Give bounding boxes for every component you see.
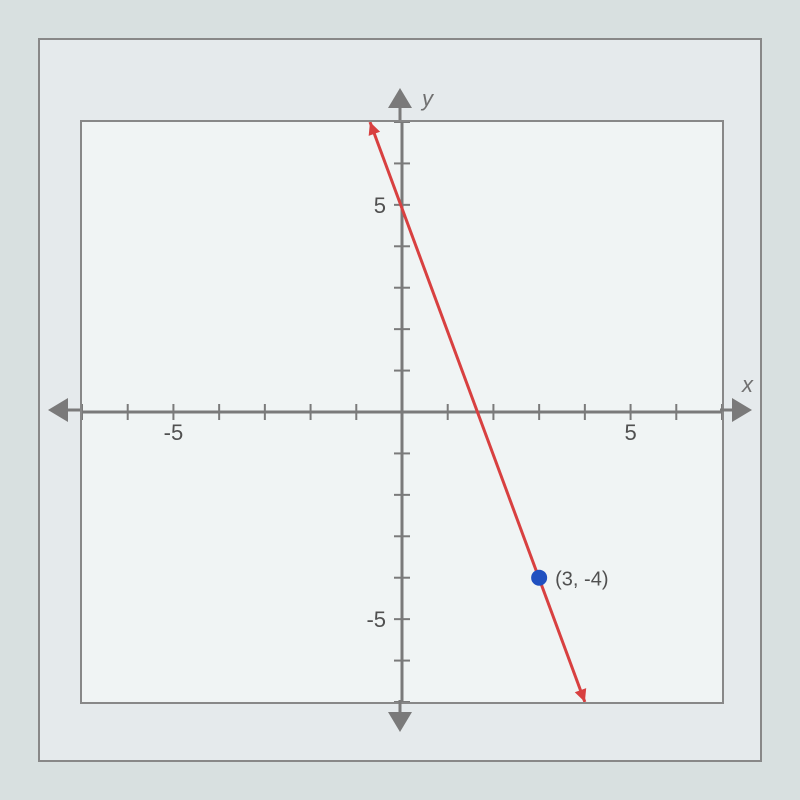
y-axis-label: y bbox=[420, 86, 435, 111]
chart-frame: 5 -5 5 -5 (3, -4) bbox=[80, 120, 724, 704]
y-axis-arrow-down-icon bbox=[388, 712, 412, 732]
y-tick-label-neg5: -5 bbox=[366, 607, 386, 632]
x-axis-arrow-right-icon bbox=[732, 398, 752, 422]
plotted-point bbox=[531, 570, 547, 586]
point-label: (3, -4) bbox=[555, 569, 608, 591]
x-axis-label: x bbox=[741, 372, 754, 397]
coordinate-plane: 5 -5 5 -5 (3, -4) bbox=[82, 122, 722, 702]
outer-frame: 5 -5 5 -5 (3, -4) y x bbox=[38, 38, 762, 762]
x-tick-label-5: 5 bbox=[624, 420, 636, 445]
x-tick-label-neg5: -5 bbox=[164, 420, 184, 445]
x-axis-arrow-left-icon bbox=[48, 398, 68, 422]
y-axis-arrow-up-icon bbox=[388, 88, 412, 108]
y-tick-label-5: 5 bbox=[374, 193, 386, 218]
